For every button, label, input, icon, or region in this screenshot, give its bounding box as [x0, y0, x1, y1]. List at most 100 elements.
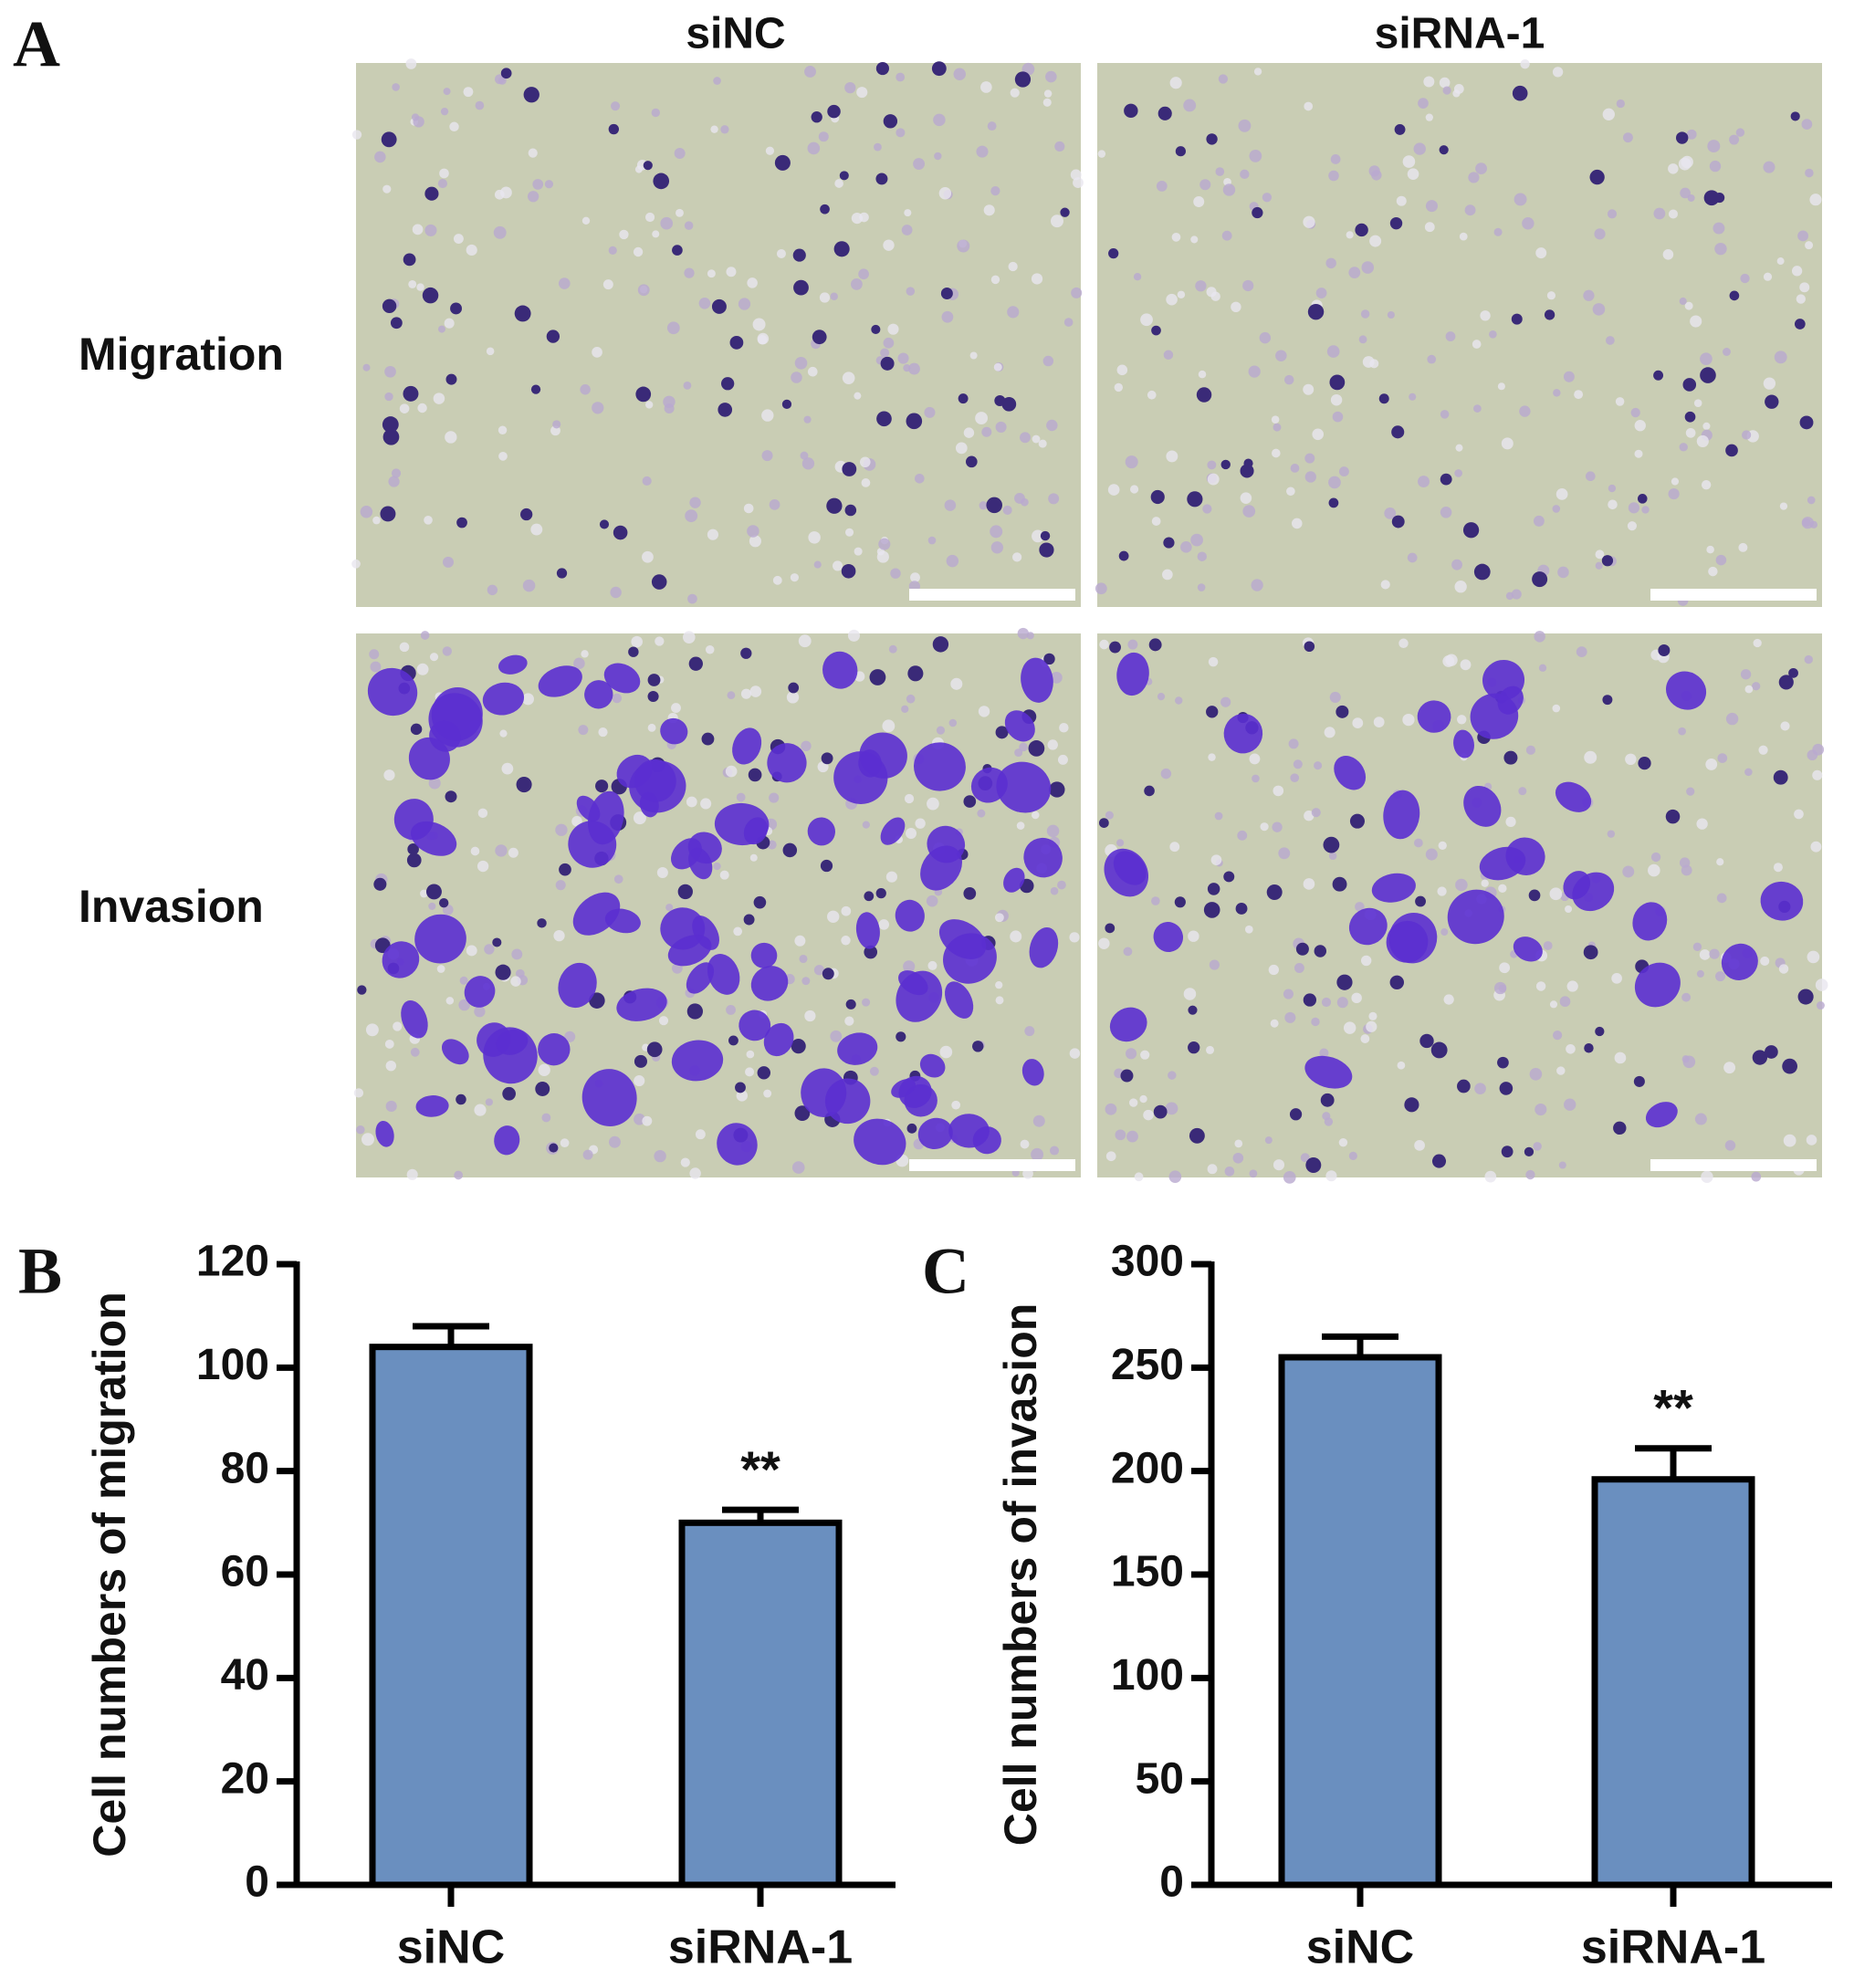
speck: [948, 718, 958, 727]
speck: [581, 216, 591, 225]
speck: [384, 365, 396, 378]
speck: [1557, 566, 1569, 579]
cell: [438, 897, 449, 908]
stained-cell: [1383, 790, 1420, 840]
speck: [705, 644, 715, 654]
speck: [578, 725, 589, 736]
stained-cell: [1479, 846, 1526, 881]
cell: [1223, 871, 1235, 883]
speck: [1380, 580, 1390, 590]
cell: [450, 302, 462, 315]
speck: [1498, 984, 1507, 993]
speck: [1275, 350, 1287, 361]
stained-cell: [464, 976, 496, 1008]
speck: [515, 968, 525, 978]
cell: [1391, 515, 1405, 528]
speck: [610, 586, 622, 599]
speck: [896, 72, 906, 82]
speck: [1038, 439, 1047, 448]
speck: [1207, 460, 1217, 470]
speck: [1692, 942, 1702, 952]
speck: [1796, 294, 1806, 304]
cell: [1314, 945, 1327, 957]
speck: [1303, 215, 1315, 228]
speck: [440, 107, 449, 116]
speck: [980, 81, 992, 93]
speck: [1616, 99, 1625, 109]
speck: [906, 287, 916, 296]
cell: [880, 356, 895, 371]
speck: [990, 186, 1000, 196]
speck: [915, 818, 926, 829]
bar: [678, 1519, 843, 1889]
speck: [1679, 443, 1688, 452]
cell: [1394, 123, 1406, 135]
speck: [1407, 168, 1419, 180]
speck: [372, 516, 381, 525]
speck: [906, 694, 916, 704]
cell: [1109, 641, 1121, 654]
speck: [1368, 1011, 1377, 1020]
speck: [647, 723, 656, 732]
speck: [1242, 279, 1254, 292]
speck: [842, 371, 855, 384]
cell: [871, 324, 881, 334]
speck: [896, 128, 906, 138]
speck: [1249, 150, 1262, 162]
stained-cell: [1109, 1007, 1147, 1042]
speck: [908, 362, 920, 375]
speck: [1440, 928, 1449, 936]
speck: [360, 506, 373, 518]
stained-cell: [767, 743, 807, 783]
speck: [1576, 646, 1587, 658]
speck: [1127, 639, 1138, 650]
cell: [963, 795, 977, 808]
speck: [582, 1149, 593, 1160]
cell: [1462, 522, 1480, 539]
speck: [1499, 962, 1511, 974]
stained-cell: [859, 732, 907, 779]
speck: [1007, 306, 1020, 319]
cell: [1799, 415, 1814, 430]
speck: [1413, 838, 1423, 848]
speck: [841, 936, 851, 946]
row-label: Invasion: [79, 881, 264, 932]
speck: [807, 141, 821, 155]
cell: [1676, 131, 1689, 144]
speck: [391, 468, 402, 478]
stained-cell: [801, 1068, 847, 1117]
speck: [1050, 214, 1063, 228]
speck: [1369, 235, 1382, 247]
speck: [651, 108, 660, 118]
speck: [1425, 200, 1438, 213]
cell: [1457, 1079, 1471, 1093]
cell: [1765, 394, 1779, 409]
cell: [1765, 1045, 1778, 1059]
stained-cell: [1334, 756, 1367, 790]
cell: [875, 61, 889, 76]
speck: [612, 693, 623, 704]
stained-cell: [750, 942, 778, 968]
speck: [1169, 842, 1180, 853]
speck: [1207, 473, 1220, 486]
cell: [559, 863, 571, 876]
stained-cell: [996, 761, 1052, 813]
cell: [1175, 146, 1186, 157]
speck: [1387, 310, 1395, 319]
cell: [1336, 974, 1353, 990]
speck: [1190, 235, 1199, 244]
speck: [611, 101, 621, 111]
speck: [1031, 273, 1043, 285]
cell: [643, 161, 653, 171]
cell: [1336, 705, 1349, 718]
speck: [1783, 1134, 1796, 1147]
speck: [1338, 466, 1349, 477]
speck: [936, 726, 946, 735]
speck: [1221, 230, 1232, 241]
speck: [1032, 529, 1044, 543]
speck: [1010, 88, 1020, 98]
cell: [822, 968, 834, 980]
panel-label: A: [13, 8, 60, 81]
micrograph: [356, 63, 1081, 607]
speck: [1809, 520, 1818, 528]
